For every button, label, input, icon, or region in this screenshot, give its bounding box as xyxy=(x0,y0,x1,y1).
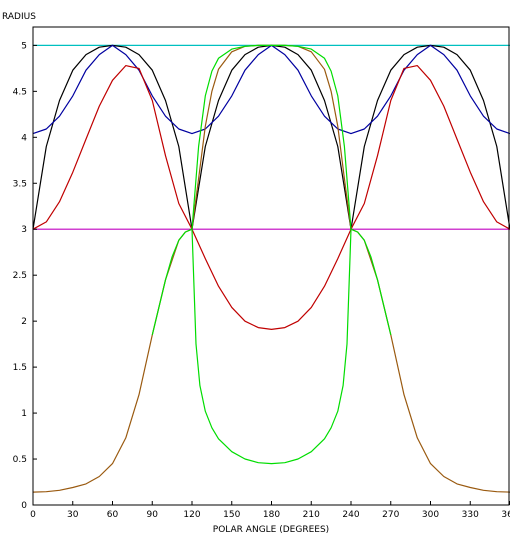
x-tick-label: 150 xyxy=(223,510,240,520)
y-tick-label: 4 xyxy=(21,133,27,143)
x-tick-label: 90 xyxy=(147,510,159,520)
series-line-8 xyxy=(151,44,392,336)
x-tick-label: 180 xyxy=(263,510,280,520)
x-tick-label: 270 xyxy=(382,510,399,520)
y-tick-label: 1.5 xyxy=(13,363,27,373)
series-line-6 xyxy=(191,229,352,465)
axis-ticks: 0 30 60 90 120 150 180 210 240 270 300 330 360 0 0.5 1 1… xyxy=(13,41,510,520)
x-tick-label: 360 xyxy=(501,510,510,520)
x-tick-label: 60 xyxy=(107,510,119,520)
y-tick-label: 3 xyxy=(21,225,27,235)
y-axis-title: RADIUS xyxy=(2,12,36,22)
y-tick-label: 2.5 xyxy=(13,271,27,281)
x-tick-label: 240 xyxy=(342,510,359,520)
y-tick-label: 0 xyxy=(21,501,27,511)
y-tick-label: 1 xyxy=(21,409,27,419)
x-tick-label: 0 xyxy=(30,510,36,520)
y-tick-label: 3.5 xyxy=(13,179,27,189)
x-axis-title: POLAR ANGLE (DEGREES) xyxy=(213,525,329,535)
y-tick-label: 5 xyxy=(21,41,27,51)
series-line-5 xyxy=(32,64,510,330)
x-tick-label: 120 xyxy=(183,510,200,520)
plot-lines xyxy=(32,44,510,493)
x-tick-label: 210 xyxy=(303,510,320,520)
x-tick-label: 300 xyxy=(422,510,439,520)
x-tick-label: 330 xyxy=(462,510,479,520)
x-tick-label: 30 xyxy=(67,510,79,520)
y-tick-label: 2 xyxy=(21,317,27,327)
y-tick-label: 0.5 xyxy=(13,455,27,465)
y-tick-label: 4.5 xyxy=(13,87,27,97)
